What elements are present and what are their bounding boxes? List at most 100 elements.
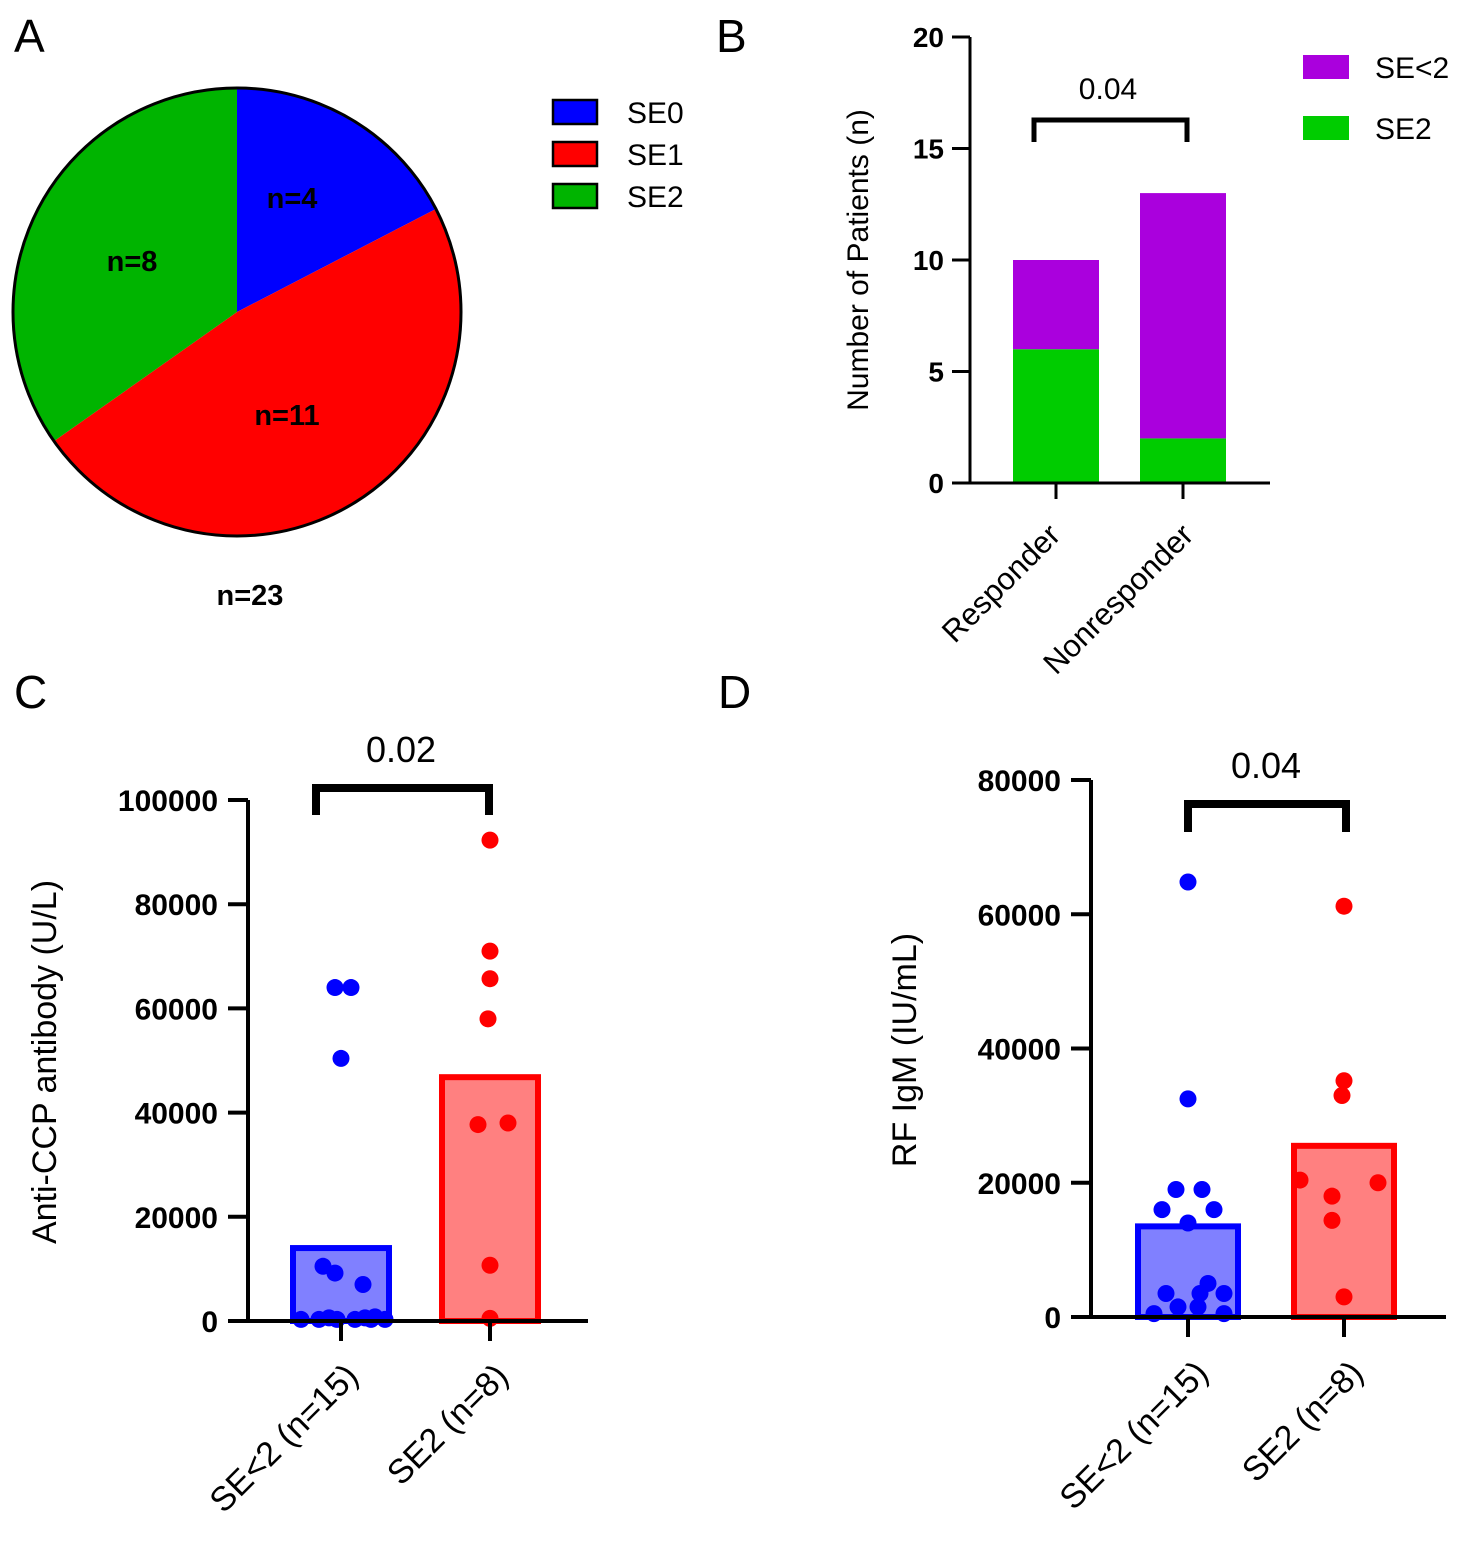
legend-b-se2: SE2 [1375, 113, 1432, 146]
panel-b-ytick-label: 5 [928, 357, 944, 388]
panel-b-significance-bracket [1031, 117, 1190, 142]
c-point-selt2 [326, 979, 344, 997]
c-point-selt2 [314, 1257, 332, 1275]
panel-b-ytick-label: 20 [913, 22, 944, 53]
d-point-selt2 [1215, 1305, 1233, 1323]
d-point-selt2 [1215, 1285, 1233, 1303]
panel-b-ytick-label: 15 [913, 134, 944, 165]
c-point-se2 [479, 1010, 497, 1028]
d-point-se2 [1335, 1072, 1353, 1090]
panel-d-bars [1135, 1142, 1397, 1321]
d-point-selt2 [1189, 1298, 1207, 1316]
d-point-selt2 [1153, 1201, 1171, 1219]
d-bar-selt2 [1135, 1223, 1241, 1320]
pie-label-se1: n=11 [254, 400, 319, 432]
panel-b-bar-se2-nonresponder [1140, 438, 1226, 483]
d-point-se2 [1333, 1086, 1351, 1104]
c-ytick-label: 100000 [118, 785, 218, 818]
c-ytick-label: 60000 [135, 993, 218, 1026]
d-point-se2 [1323, 1211, 1341, 1229]
d-point-se2 [1335, 897, 1353, 915]
pie-label-se0: n=4 [267, 183, 318, 215]
panel-c-ylabel: Anti-CCP antibody (U/L) [26, 880, 64, 1244]
panel-b-axes: 0 5 10 15 20 [913, 22, 1270, 499]
d-point-selt2 [1179, 873, 1197, 891]
legend-b-swatch-selt2 [1303, 55, 1349, 79]
c-point-se2 [499, 1114, 517, 1132]
c-point-se2 [481, 1256, 499, 1274]
c-point-se2 [469, 1116, 487, 1134]
c-point-selt2 [320, 1309, 338, 1327]
c-point-selt2 [342, 979, 360, 997]
panel-c-category-selt2: SE<2 (n=15) [202, 1357, 365, 1520]
legend-b: SE<2 SE2 [1303, 52, 1449, 146]
d-point-selt2 [1191, 1285, 1209, 1303]
d-point-se2 [1291, 1171, 1309, 1189]
panel-b-ytick-label: 0 [928, 468, 944, 499]
panel-b-ylabel: Number of Patients (n) [842, 109, 875, 411]
legend-a-swatch-se1 [551, 140, 599, 168]
c-ytick-label: 80000 [135, 889, 218, 922]
legend-a-se1: SE1 [627, 139, 684, 172]
d-point-selt2 [1169, 1298, 1187, 1316]
legend-b-swatch-se2 [1303, 116, 1349, 140]
c-point-selt2 [332, 1049, 350, 1067]
panel-d-pvalue: 0.04 [1231, 745, 1301, 786]
legend-a-se0: SE0 [627, 97, 684, 130]
d-ytick-label: 0 [1044, 1302, 1061, 1335]
legend-a-swatch-se2 [551, 182, 599, 210]
d-ytick-label: 60000 [978, 899, 1061, 932]
panel-c: C 0 20000 40000 60000 80000 100000 Anti-CCP a… [14, 666, 588, 1520]
panel-d-significance-bracket [1184, 800, 1350, 832]
panel-b-bar-se2-responder [1013, 349, 1099, 483]
legend-a-se2: SE2 [627, 181, 684, 214]
d-point-selt2 [1145, 1305, 1163, 1323]
c-ytick-label: 40000 [135, 1098, 218, 1131]
panel-b-bar-selt2-responder [1013, 260, 1099, 350]
d-point-selt2 [1157, 1285, 1175, 1303]
panel-d-axes: 0 20000 40000 60000 80000 [978, 765, 1446, 1337]
d-ytick-label: 80000 [978, 765, 1061, 798]
pie-slice-se1 [54, 208, 462, 537]
d-point-selt2 [1193, 1180, 1211, 1198]
panel-c-category-se2: SE2 (n=8) [380, 1357, 516, 1493]
panel-d: D 0 20000 40000 60000 80000 RF IgM (IU/mL) 0… [718, 666, 1446, 1517]
d-point-selt2 [1205, 1201, 1223, 1219]
panel-b-letter: B [716, 10, 747, 62]
panel-b-ytick-label: 10 [913, 245, 944, 276]
panel-c-letter: C [14, 666, 47, 718]
panel-d-category-selt2: SE<2 (n=15) [1052, 1354, 1215, 1517]
pie-slice-se2 [12, 88, 237, 442]
panel-d-ylabel: RF IgM (IU/mL) [886, 933, 924, 1167]
c-ytick-label: 0 [201, 1306, 218, 1339]
d-point-se2 [1369, 1174, 1387, 1192]
panel-b: B 0 5 10 15 20 Number of Patients (n) 0.04 R… [716, 10, 1449, 681]
pie-outline [11, 86, 463, 538]
pie-label-se2: n=8 [107, 246, 158, 278]
panel-b-pvalue: 0.04 [1079, 73, 1137, 106]
panel-a-letter: A [14, 10, 45, 62]
panel-c-significance-bracket [312, 784, 493, 815]
d-point-se2 [1335, 1288, 1353, 1306]
pie-caption: n=23 [217, 580, 284, 612]
d-point-se2 [1323, 1187, 1341, 1205]
d-ytick-label: 20000 [978, 1168, 1061, 1201]
d-point-selt2 [1167, 1180, 1185, 1198]
panel-b-bars [1013, 193, 1226, 483]
panel-d-letter: D [718, 666, 751, 718]
panel-c-pvalue: 0.02 [366, 729, 436, 770]
panel-b-bar-selt2-nonresponder [1140, 193, 1226, 439]
panel-c-axes: 0 20000 40000 60000 80000 100000 [118, 785, 588, 1341]
legend-a-swatch-se0 [551, 98, 599, 126]
d-ytick-label: 40000 [978, 1034, 1061, 1067]
c-bar-se2 [439, 1074, 541, 1324]
c-point-se2 [481, 970, 499, 988]
panel-a: A n=4 n=11 n=8 n=23 SE0 SE1 SE2 [11, 10, 684, 612]
c-point-selt2 [354, 1276, 372, 1294]
pie-slice-se0 [237, 88, 436, 312]
c-point-se2 [481, 831, 499, 849]
pie [11, 86, 463, 538]
panel-c-bars [290, 1074, 541, 1325]
legend-b-selt2: SE<2 [1375, 52, 1449, 85]
